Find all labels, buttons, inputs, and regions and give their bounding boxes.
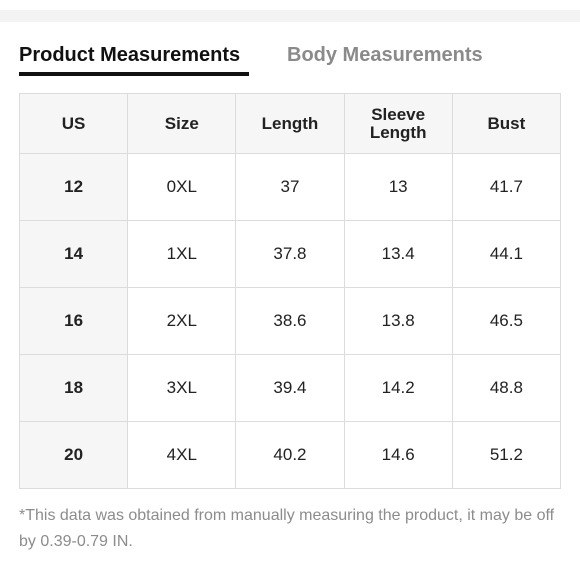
tab-product[interactable]: Product Measurements — [19, 44, 241, 66]
table-cell: 12 — [18, 153, 129, 221]
header-cell: Length — [235, 93, 345, 154]
table-cell: 13.4 — [343, 220, 453, 288]
table-cell: 2XL — [127, 287, 237, 355]
table-body: 12 0XL 37 13 41.7 14 1XL 37.8 13.4 44.1 16 2XL 38.6 1… — [18, 153, 562, 489]
table-cell: 37 — [235, 153, 345, 221]
table-cell: 44.1 — [451, 220, 562, 288]
table-cell: 46.5 — [451, 287, 562, 355]
size-table: US Size Length Sleeve Length Bust 12 0XL 37 13 4… — [18, 93, 562, 489]
table-cell: 20 — [18, 421, 129, 489]
table-cell: 37.8 — [235, 220, 345, 288]
header-cell: US — [18, 93, 129, 154]
table-row: 18 3XL 39.4 14.2 48.8 — [18, 354, 562, 422]
top-bar — [0, 10, 580, 22]
table-cell: 14.2 — [343, 354, 453, 422]
table-cell: 13.8 — [343, 287, 453, 355]
table-cell: 40.2 — [235, 421, 345, 489]
table-cell: 41.7 — [451, 153, 562, 221]
table-cell: 16 — [18, 287, 129, 355]
table-cell: 14.6 — [343, 421, 453, 489]
table-row: 16 2XL 38.6 13.8 46.5 — [18, 287, 562, 355]
table-cell: 14 — [18, 220, 129, 288]
table-cell: 51.2 — [451, 421, 562, 489]
header-cell: Size — [127, 93, 237, 154]
header-row: US Size Length Sleeve Length Bust — [18, 93, 562, 154]
tab-body[interactable]: Body Measurements — [287, 44, 483, 66]
table-cell: 3XL — [127, 354, 237, 422]
header-cell: Bust — [451, 93, 562, 154]
table-cell: 48.8 — [451, 354, 562, 422]
table-cell: 39.4 — [235, 354, 345, 422]
header-cell: Sleeve Length — [343, 93, 453, 154]
table-cell: 1XL — [127, 220, 237, 288]
table-row: 12 0XL 37 13 41.7 — [18, 153, 562, 221]
table-cell: 18 — [18, 354, 129, 422]
table-row: 20 4XL 40.2 14.6 51.2 — [18, 421, 562, 489]
table-cell: 13 — [343, 153, 453, 221]
note: *This data was obtained from manually me… — [19, 507, 555, 550]
table-cell: 38.6 — [235, 287, 345, 355]
table-row: 14 1XL 37.8 13.4 44.1 — [18, 220, 562, 288]
tab-underline — [19, 72, 249, 76]
table-cell: 4XL — [127, 421, 237, 489]
table-cell: 0XL — [127, 153, 237, 221]
